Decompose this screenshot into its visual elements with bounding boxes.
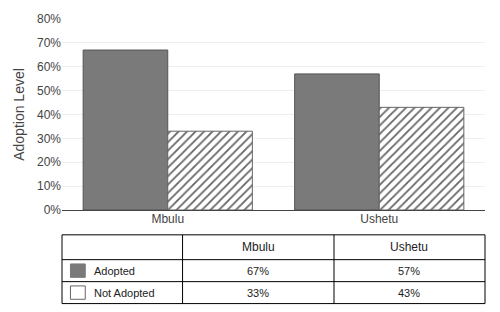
svg-text:Mbulu: Mbulu [151, 212, 184, 226]
svg-text:60%: 60% [37, 60, 61, 74]
svg-text:50%: 50% [37, 84, 61, 98]
svg-text:10%: 10% [37, 179, 61, 193]
svg-text:67%: 67% [247, 265, 269, 277]
svg-text:Mbulu: Mbulu [242, 240, 275, 254]
svg-text:20%: 20% [37, 155, 61, 169]
svg-text:70%: 70% [37, 36, 61, 50]
svg-text:33%: 33% [247, 287, 269, 299]
svg-text:Adoption Level: Adoption Level [11, 68, 27, 161]
svg-text:30%: 30% [37, 132, 61, 146]
svg-text:Adopted: Adopted [94, 265, 135, 277]
svg-text:Ushetu: Ushetu [390, 240, 428, 254]
svg-text:0%: 0% [44, 203, 62, 217]
svg-text:Not Adopted: Not Adopted [94, 287, 155, 299]
svg-text:40%: 40% [37, 108, 61, 122]
svg-text:80%: 80% [37, 12, 61, 26]
svg-text:Ushetu: Ushetu [360, 212, 398, 226]
svg-text:43%: 43% [398, 287, 420, 299]
svg-text:57%: 57% [398, 265, 420, 277]
